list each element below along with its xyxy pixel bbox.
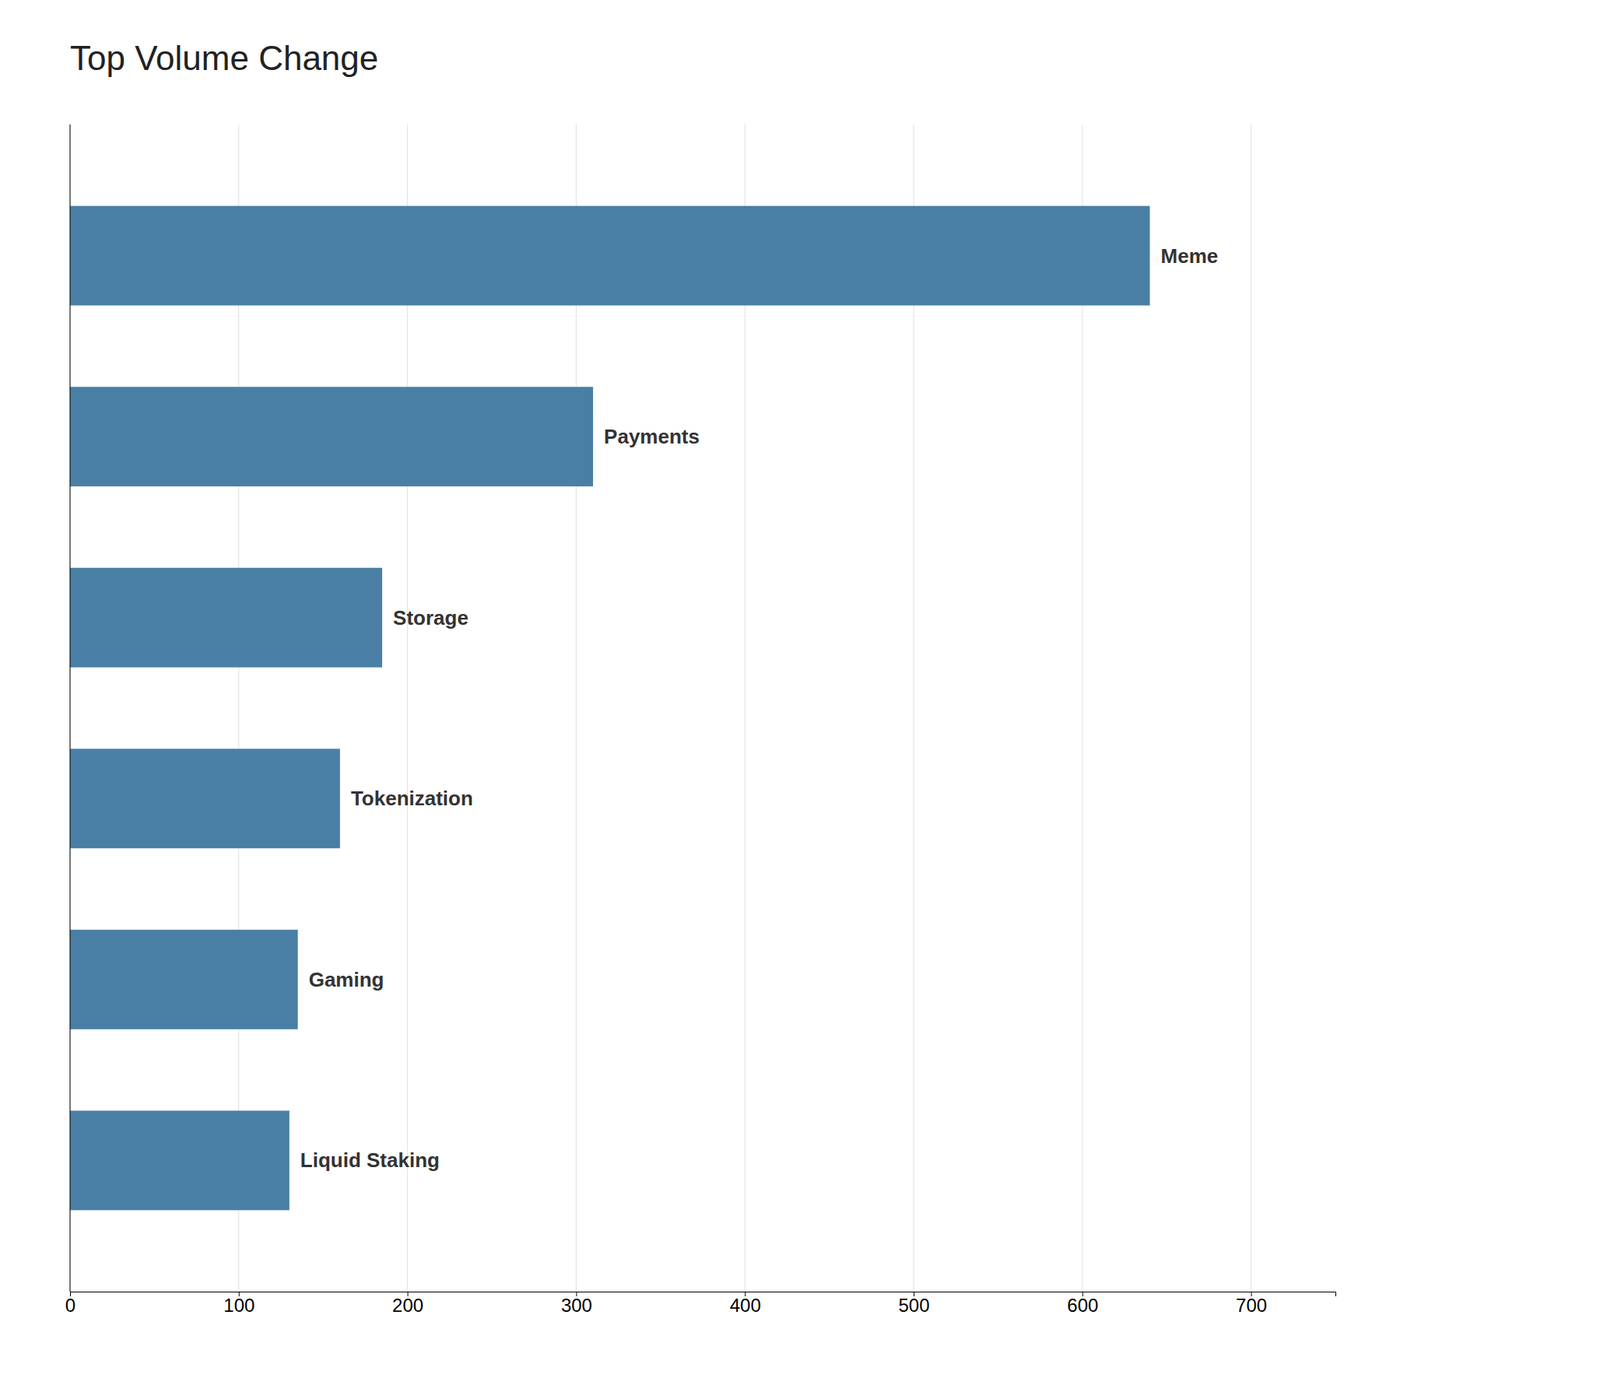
x-tick: 0 xyxy=(65,1291,76,1316)
bar xyxy=(70,748,341,849)
bar xyxy=(70,929,299,1030)
grid-line xyxy=(70,124,71,1292)
grid-line xyxy=(1250,124,1252,1292)
category-label: Meme xyxy=(1161,244,1219,268)
x-tick: 600 xyxy=(1066,1291,1099,1316)
x-tick: 700 xyxy=(1235,1291,1267,1316)
x-tick-label: 400 xyxy=(729,1294,762,1316)
x-tick-label: 600 xyxy=(1066,1294,1099,1316)
bar xyxy=(70,206,1151,306)
grid xyxy=(70,124,1252,1292)
x-axis: 0 100 200 300 400 500 600 700 xyxy=(65,1291,1337,1316)
x-tick: 200 xyxy=(392,1291,424,1316)
x-axis-domain xyxy=(70,1292,1337,1298)
x-tick-label: 100 xyxy=(223,1294,255,1316)
category-label: Tokenization xyxy=(350,786,474,811)
x-tick: 500 xyxy=(898,1291,930,1316)
chart-title: Top Volume Change xyxy=(70,38,379,78)
x-tick-label: 0 xyxy=(65,1294,76,1316)
bar-labels: Meme Payments Storage Tokenization Gaming Liq… xyxy=(300,244,1218,1173)
category-label: Liquid Staking xyxy=(300,1148,440,1172)
x-tick-label: 700 xyxy=(1235,1294,1267,1316)
x-tick-label: 300 xyxy=(561,1294,593,1316)
bar xyxy=(70,1110,290,1211)
plot-area: Meme Payments Storage Tokenization Gaming Liq… xyxy=(65,124,1337,1316)
category-label: Storage xyxy=(392,606,469,630)
x-tick-label: 200 xyxy=(392,1294,424,1316)
x-tick-label: 500 xyxy=(898,1294,930,1316)
chart-svg: Top Volume Change Meme Payments Storage Toke… xyxy=(0,0,1600,1385)
bar xyxy=(70,386,593,487)
category-axis-line xyxy=(70,124,71,1292)
x-tick: 300 xyxy=(561,1291,593,1316)
bars xyxy=(70,206,1151,1211)
x-tick: 400 xyxy=(729,1291,762,1316)
category-label: Gaming xyxy=(308,968,385,992)
category-label: Payments xyxy=(603,424,700,449)
bar xyxy=(70,568,383,668)
x-tick: 100 xyxy=(223,1291,255,1316)
